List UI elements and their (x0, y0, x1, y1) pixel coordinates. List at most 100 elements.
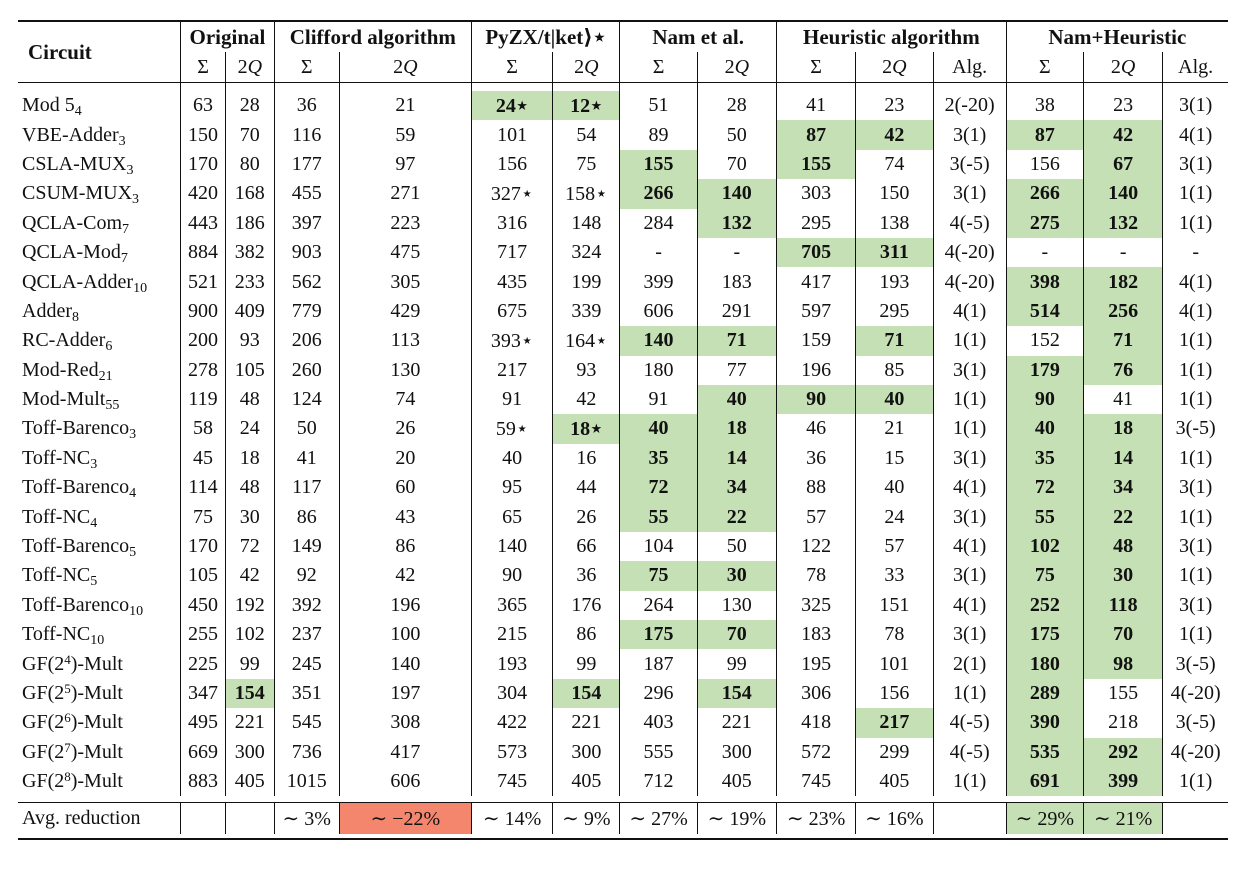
avg-value-cell: ∼ 29% (1005, 803, 1084, 835)
value-cell: 256 (1082, 296, 1163, 327)
value-cell: 97 (338, 149, 472, 180)
two-q-letter: Q (247, 55, 263, 78)
circuit-superscript: 4 (64, 651, 71, 667)
value-cell: 883 (180, 766, 226, 797)
value-cell: 36 (552, 561, 620, 591)
value-cell: 403 (619, 708, 698, 738)
value-cell: 299 (855, 737, 934, 767)
value-cell: 105 (180, 561, 226, 591)
value-cell: - (696, 237, 777, 268)
table-row: Toff-NC3 45 18 41 20 40 16 35 14 36 15 3(1) 35 14 1(1) (18, 443, 1228, 474)
value-cell: 41 (775, 91, 856, 121)
circuit-name: GF(28)-Mult (18, 767, 181, 796)
circuit-name: Toff-NC3 (18, 444, 181, 473)
value-cell: 50 (696, 120, 777, 150)
circuit-name: RC-Adder6 (18, 326, 181, 355)
value-cell: 193 (855, 267, 934, 297)
circuit-name-tail: )-Mult (70, 652, 123, 675)
value-cell: 40 (470, 443, 553, 474)
value-cell: 156 (1005, 149, 1084, 180)
circuit-name-text: CSLA-MUX (22, 152, 127, 175)
value-cell: 2(1) (932, 649, 1007, 679)
value-cell: 24⋆ (470, 91, 553, 121)
avg-reduction-row: Avg. reduction ∼ 3% ∼ −22% ∼ 14% ∼ 9% ∼ 27% ∼ … (18, 803, 1228, 835)
value-cell: 183 (696, 267, 777, 297)
two-q-number: 2 (574, 55, 585, 78)
value-cell: 75 (180, 502, 226, 532)
value-cell: 393⋆ (470, 326, 553, 356)
two-q-letter: Q (892, 55, 907, 78)
avg-value-cell: ∼ −22% (338, 803, 472, 835)
spacer-cell (338, 82, 472, 91)
value-cell: 67 (1082, 149, 1163, 180)
value-cell: 130 (338, 355, 472, 385)
circuit-subscript: 8 (71, 309, 79, 325)
circuit-name: Mod 54 (18, 91, 181, 120)
value-cell: 405 (552, 766, 620, 797)
value-cell: 36 (273, 91, 340, 121)
circuit-name-text: Mod 5 (22, 94, 75, 117)
table-row: GF(28)-Mult 883 405 1015 606 745 405 712 405 745 4… (18, 766, 1228, 797)
circuit-subscript: 10 (133, 280, 148, 296)
value-cell: 4(-5) (932, 737, 1007, 767)
value-cell: 23 (855, 91, 934, 121)
value-cell: 306 (775, 678, 856, 709)
value-cell: 40 (1005, 414, 1084, 444)
alg-header: Alg. (1162, 52, 1228, 83)
table-row: VBE-Adder3 150 70 116 59 101 54 89 50 87 42 3(1) 87 4… (18, 120, 1228, 150)
value-cell: 175 (1005, 620, 1084, 650)
value-cell: 429 (338, 296, 472, 327)
value-cell: 70 (1082, 620, 1163, 650)
value-cell: 89 (619, 120, 698, 150)
value-cell: 40 (855, 473, 934, 503)
table-row: GF(26)-Mult 495 221 545 308 422 221 403 221 418 21… (18, 708, 1228, 738)
value-cell: 140 (470, 531, 553, 562)
value-cell: 35 (1005, 443, 1084, 474)
value-cell: 300 (696, 737, 777, 767)
value-cell: 55 (1005, 502, 1084, 532)
value-cell: 24 (855, 502, 934, 532)
value-cell: 390 (1005, 708, 1084, 738)
alg-header: Alg. (932, 52, 1007, 83)
value-cell: 100 (338, 620, 472, 650)
value-cell: 4(1) (1162, 120, 1228, 150)
two-qubit-header: 2Q (696, 52, 777, 83)
value-cell: 90 (1005, 384, 1084, 415)
circuit-name: Toff-Barenco4 (18, 473, 181, 502)
value-cell: 206 (273, 326, 340, 356)
value-cell: 3(1) (1162, 91, 1228, 121)
value-cell: 122 (775, 531, 856, 562)
circuit-name-tail: )-Mult (70, 770, 123, 793)
value-cell: 114 (180, 473, 226, 503)
circuit-name: Adder8 (18, 297, 181, 326)
value-cell: 4(-20) (1162, 737, 1228, 767)
value-cell: 99 (696, 649, 777, 679)
value-cell: 418 (775, 708, 856, 738)
value-cell: 562 (273, 267, 340, 297)
value-cell: 221 (552, 708, 620, 738)
value-cell: 57 (775, 502, 856, 532)
value-cell: 155 (1082, 678, 1163, 709)
value-cell: 86 (338, 531, 472, 562)
value-cell: 90 (775, 384, 856, 415)
value-cell: 63 (180, 91, 226, 121)
value-cell: 495 (180, 708, 226, 738)
value-cell: 4(1) (932, 296, 1007, 327)
circuit-name: CSLA-MUX3 (18, 150, 181, 179)
value-cell: 77 (696, 355, 777, 385)
circuit-name-text: QCLA-Com (22, 211, 122, 234)
value-cell: 22 (1082, 502, 1163, 532)
avg-value-cell: ∼ 19% (696, 803, 777, 835)
value-cell: 420 (180, 179, 226, 209)
value-cell: 152 (1005, 326, 1084, 356)
spacer-cell (552, 82, 620, 91)
value-cell: 99 (224, 649, 275, 679)
spacer-cell (775, 82, 856, 91)
value-cell: 351 (273, 678, 340, 709)
value-cell: 101 (855, 649, 934, 679)
sigma-header: Σ (470, 52, 553, 83)
value-cell: 150 (855, 179, 934, 209)
table-row: GF(27)-Mult 669 300 736 417 573 300 555 300 572 29… (18, 737, 1228, 767)
value-cell: 365 (470, 590, 553, 621)
value-cell: 155 (775, 149, 856, 180)
